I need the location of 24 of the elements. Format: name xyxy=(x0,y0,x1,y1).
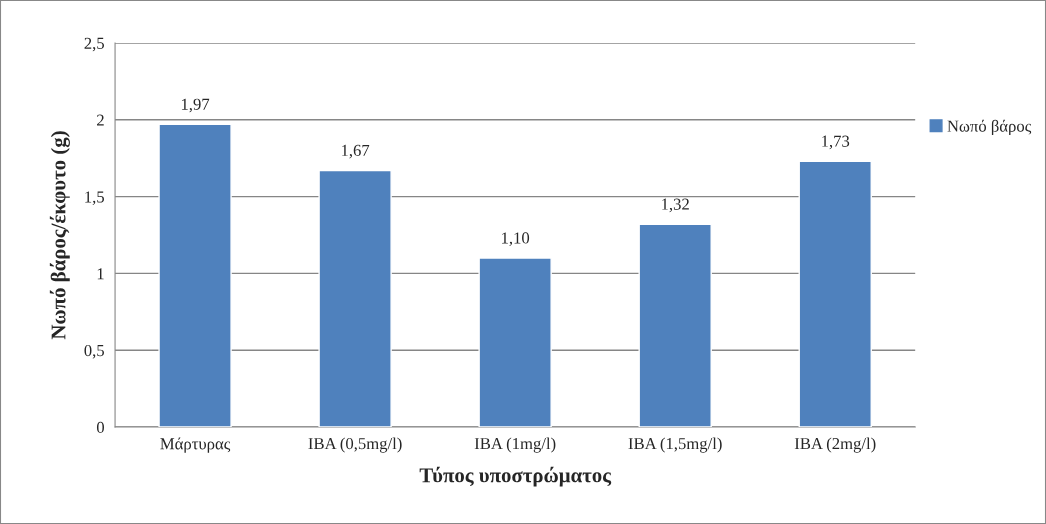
bar xyxy=(798,160,872,428)
data-label: 1,67 xyxy=(342,144,370,159)
y-tick-label: 2,5 xyxy=(84,37,104,52)
x-tick-label: IBA (2mg/l) xyxy=(794,437,876,453)
legend-label: Νωπό βάρος xyxy=(947,119,1032,136)
x-tick-label: Μάρτυρας xyxy=(160,437,231,453)
y-tick-label: 0,5 xyxy=(84,344,104,359)
y-tick-label: 1 xyxy=(97,268,104,280)
x-axis-title: Τύπος υποστρώματος xyxy=(419,466,612,487)
bar xyxy=(158,123,232,428)
x-tick-label: IBA (0,5mg/l) xyxy=(308,437,402,453)
y-tick-label: 2 xyxy=(97,114,104,126)
x-tick-label: IBA (1mg/l) xyxy=(474,437,556,453)
data-label: 1,10 xyxy=(502,232,530,246)
data-label: 1,73 xyxy=(822,135,850,150)
data-label: 1,97 xyxy=(181,98,210,113)
bar xyxy=(318,169,392,428)
y-tick-label: 1,5 xyxy=(85,191,104,205)
bar xyxy=(478,257,552,428)
y-axis-title: Νωπό βάρος/έκφυτο (g) xyxy=(49,131,70,340)
x-tick-label: IBA (1,5mg/l) xyxy=(628,437,722,453)
data-label: 1,32 xyxy=(662,198,689,213)
y-tick-label: 0 xyxy=(96,421,105,434)
bar xyxy=(638,223,712,428)
